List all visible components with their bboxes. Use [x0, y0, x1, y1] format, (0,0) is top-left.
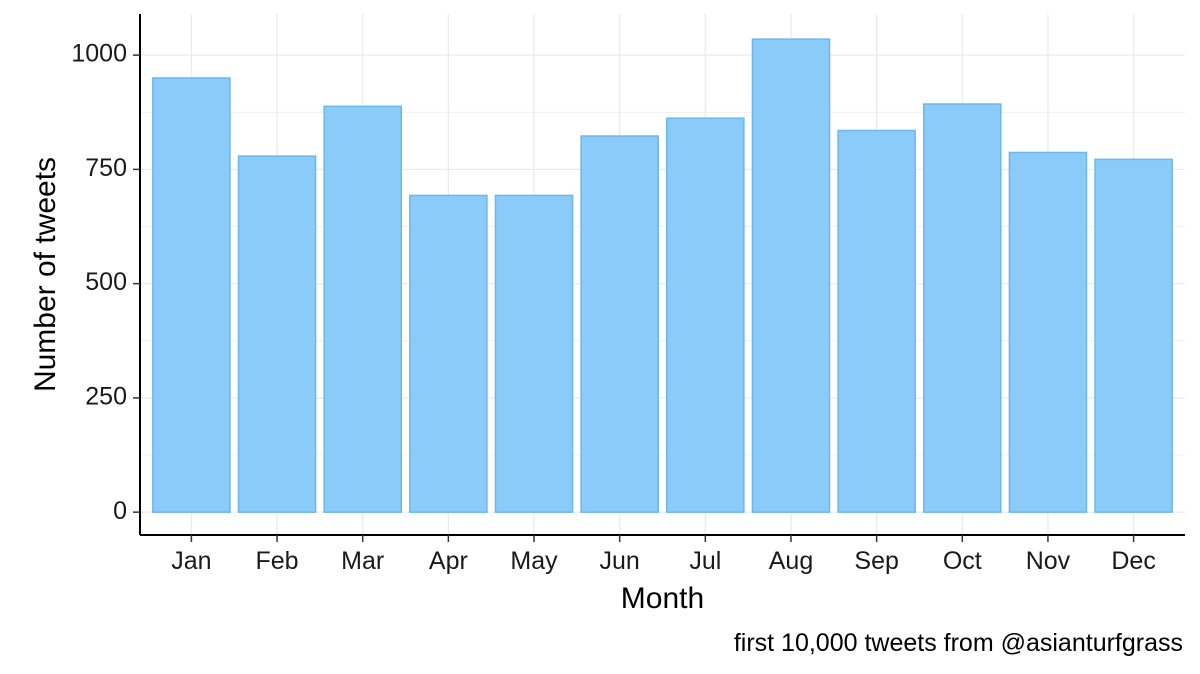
x-tick-label: Jan [171, 547, 211, 575]
y-axis-ticks: 0 250 500 750 1000 [71, 40, 140, 525]
bar-nov [1008, 151, 1088, 513]
x-tick-label: Aug [769, 547, 813, 575]
axes [139, 14, 1185, 536]
chart-caption: first 10,000 tweets from @asianturfgrass [734, 629, 1183, 657]
y-axis-title: Number of tweets [29, 157, 62, 392]
y-tick-label: 250 [85, 383, 127, 411]
x-tick-label: Apr [429, 547, 468, 575]
bar-sep [837, 129, 916, 513]
y-tick-label: 1000 [71, 40, 127, 68]
x-tick-label: Nov [1026, 547, 1071, 575]
bar-feb [237, 155, 317, 513]
bar-mar [323, 105, 403, 513]
x-axis-title: Month [621, 582, 704, 615]
y-tick-label: 750 [85, 154, 127, 182]
bar-may [494, 194, 574, 513]
x-tick-label: Sep [854, 547, 898, 575]
y-tick-label: 0 [113, 497, 127, 525]
bar-dec [1094, 158, 1173, 513]
x-tick-label: Dec [1111, 547, 1155, 575]
x-tick-label: Mar [341, 547, 384, 575]
x-tick-label: May [510, 547, 558, 575]
bar-apr [409, 194, 488, 513]
x-axis-ticks: Jan Feb Mar Apr May Jun Jul Aug Sep Oct Nov Dec [171, 535, 1156, 575]
x-tick-label: Oct [943, 547, 982, 575]
bar-jan [152, 77, 231, 513]
x-tick-label: Feb [256, 547, 299, 575]
bar-oct [923, 103, 1002, 513]
bar-aug [751, 38, 831, 513]
bar-jun [580, 135, 659, 513]
x-tick-label: Jul [689, 547, 721, 575]
x-tick-label: Jun [600, 547, 640, 575]
bar-jul [666, 117, 745, 513]
y-tick-label: 500 [85, 268, 127, 296]
bars [152, 38, 1173, 513]
